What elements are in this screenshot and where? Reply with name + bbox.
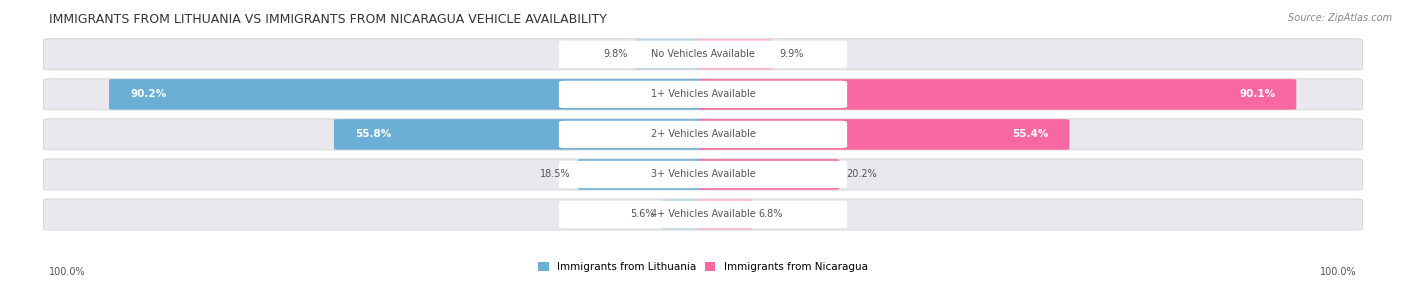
FancyBboxPatch shape: [560, 121, 846, 148]
Text: IMMIGRANTS FROM LITHUANIA VS IMMIGRANTS FROM NICARAGUA VEHICLE AVAILABILITY: IMMIGRANTS FROM LITHUANIA VS IMMIGRANTS …: [49, 13, 607, 26]
Text: 90.1%: 90.1%: [1239, 90, 1275, 99]
Text: 6.8%: 6.8%: [759, 210, 783, 219]
FancyBboxPatch shape: [44, 119, 1362, 150]
FancyBboxPatch shape: [560, 41, 846, 68]
Text: 2+ Vehicles Available: 2+ Vehicles Available: [651, 130, 755, 139]
Text: 20.2%: 20.2%: [846, 170, 877, 179]
FancyBboxPatch shape: [44, 79, 1362, 110]
FancyBboxPatch shape: [44, 159, 1362, 190]
FancyBboxPatch shape: [560, 161, 846, 188]
Text: 4+ Vehicles Available: 4+ Vehicles Available: [651, 210, 755, 219]
Text: 9.8%: 9.8%: [603, 49, 627, 59]
Text: 1+ Vehicles Available: 1+ Vehicles Available: [651, 90, 755, 99]
FancyBboxPatch shape: [699, 119, 1070, 150]
FancyBboxPatch shape: [335, 119, 707, 150]
FancyBboxPatch shape: [44, 199, 1362, 230]
Text: 5.6%: 5.6%: [631, 210, 655, 219]
FancyBboxPatch shape: [560, 201, 846, 228]
Text: 100.0%: 100.0%: [1320, 267, 1357, 277]
FancyBboxPatch shape: [699, 39, 772, 69]
Legend: Immigrants from Lithuania, Immigrants from Nicaragua: Immigrants from Lithuania, Immigrants fr…: [538, 262, 868, 272]
FancyBboxPatch shape: [44, 39, 1362, 70]
Text: 55.8%: 55.8%: [356, 130, 391, 139]
FancyBboxPatch shape: [634, 39, 707, 69]
FancyBboxPatch shape: [110, 79, 707, 110]
FancyBboxPatch shape: [699, 159, 839, 190]
Text: 55.4%: 55.4%: [1012, 130, 1049, 139]
Text: 3+ Vehicles Available: 3+ Vehicles Available: [651, 170, 755, 179]
FancyBboxPatch shape: [662, 199, 707, 230]
FancyBboxPatch shape: [699, 79, 1296, 110]
FancyBboxPatch shape: [578, 159, 707, 190]
Text: 90.2%: 90.2%: [131, 90, 166, 99]
FancyBboxPatch shape: [560, 81, 846, 108]
FancyBboxPatch shape: [699, 199, 752, 230]
Text: 9.9%: 9.9%: [779, 49, 803, 59]
Text: 100.0%: 100.0%: [49, 267, 86, 277]
Text: Source: ZipAtlas.com: Source: ZipAtlas.com: [1288, 13, 1392, 23]
Text: 18.5%: 18.5%: [540, 170, 571, 179]
Text: No Vehicles Available: No Vehicles Available: [651, 49, 755, 59]
